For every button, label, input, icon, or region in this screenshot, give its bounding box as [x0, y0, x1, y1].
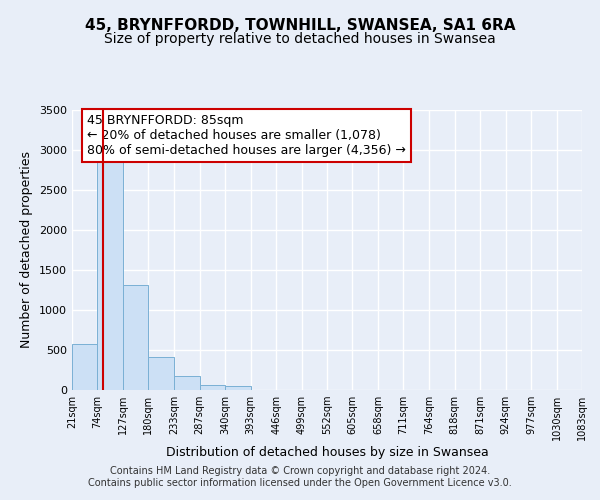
Text: Contains HM Land Registry data © Crown copyright and database right 2024.
Contai: Contains HM Land Registry data © Crown c…: [88, 466, 512, 487]
Bar: [225, 386, 251, 390]
Bar: [200, 385, 225, 390]
X-axis label: Distribution of detached houses by size in Swansea: Distribution of detached houses by size …: [166, 446, 488, 458]
Bar: [97, 156, 123, 390]
Bar: [148, 357, 174, 390]
Bar: [72, 344, 97, 390]
Text: 45 BRYNFFORDD: 85sqm
← 20% of detached houses are smaller (1,078)
80% of semi-de: 45 BRYNFFORDD: 85sqm ← 20% of detached h…: [88, 114, 406, 157]
Bar: [123, 285, 148, 390]
Bar: [174, 376, 200, 390]
Text: 45, BRYNFFORDD, TOWNHILL, SWANSEA, SA1 6RA: 45, BRYNFFORDD, TOWNHILL, SWANSEA, SA1 6…: [85, 18, 515, 32]
Y-axis label: Number of detached properties: Number of detached properties: [20, 152, 34, 348]
Text: Size of property relative to detached houses in Swansea: Size of property relative to detached ho…: [104, 32, 496, 46]
